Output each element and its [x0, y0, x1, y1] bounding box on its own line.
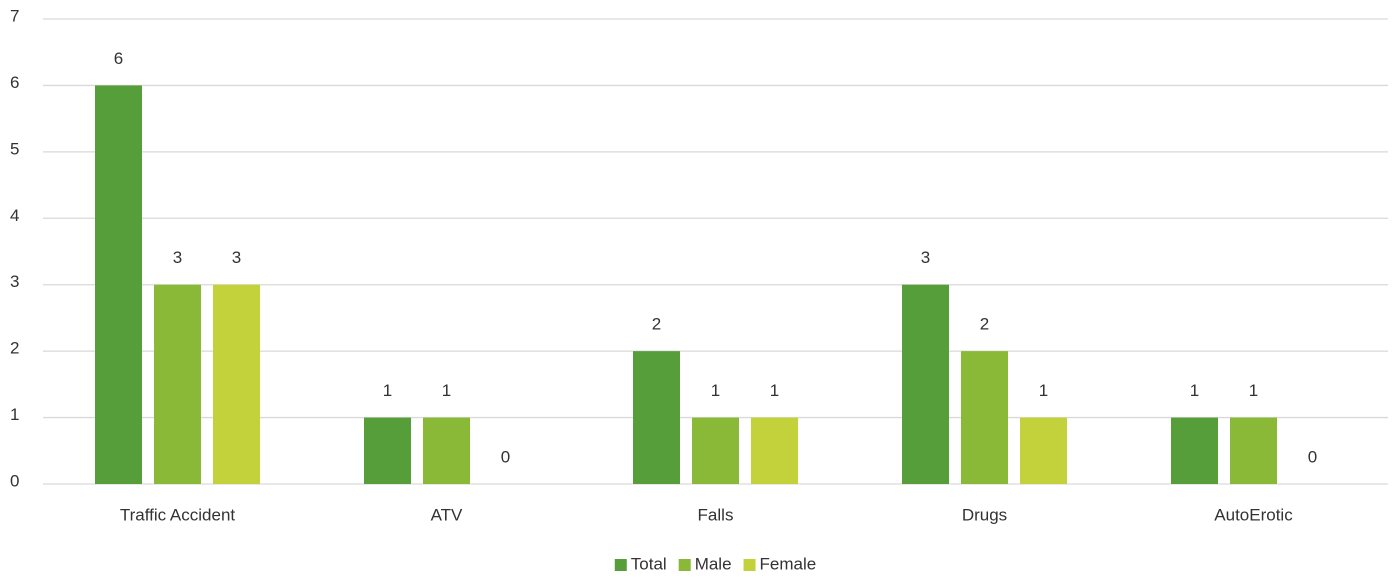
data-label: 1 — [1039, 381, 1048, 400]
y-tick-label: 0 — [10, 471, 19, 490]
bar — [1020, 417, 1067, 484]
data-label: 3 — [232, 248, 241, 267]
data-label: 3 — [921, 248, 930, 267]
bar — [95, 85, 142, 484]
bar — [902, 284, 949, 484]
bar — [423, 417, 470, 484]
data-label: 3 — [173, 248, 182, 267]
bar — [961, 351, 1008, 484]
data-label: 1 — [383, 381, 392, 400]
legend-swatch — [743, 559, 756, 571]
data-label: 1 — [711, 381, 720, 400]
bar — [1171, 417, 1218, 484]
y-tick-label: 1 — [10, 405, 19, 424]
x-tick-label: Traffic Accident — [120, 505, 236, 524]
x-tick-label: AutoErotic — [1214, 505, 1293, 524]
legend-swatch — [678, 559, 691, 571]
data-label: 2 — [652, 315, 661, 334]
bar — [1230, 417, 1277, 484]
data-label: 6 — [114, 49, 123, 68]
data-label: 0 — [1308, 447, 1317, 466]
x-tick-label: Falls — [698, 505, 734, 524]
bar — [633, 351, 680, 484]
x-tick-label: ATV — [431, 505, 463, 524]
y-tick-label: 5 — [10, 139, 19, 158]
bar — [364, 417, 411, 484]
bar — [154, 284, 201, 484]
data-label: 1 — [770, 381, 779, 400]
data-label: 1 — [1190, 381, 1199, 400]
legend-label: Female — [760, 554, 817, 573]
y-tick-label: 7 — [10, 6, 19, 25]
y-tick-label: 2 — [10, 339, 19, 358]
data-label: 1 — [1249, 381, 1258, 400]
data-label: 0 — [501, 447, 510, 466]
y-tick-label: 4 — [10, 206, 19, 225]
bar — [751, 417, 798, 484]
x-tick-label: Drugs — [962, 505, 1007, 524]
bar — [213, 284, 260, 484]
y-tick-label: 3 — [10, 272, 19, 291]
y-tick-label: 6 — [10, 73, 19, 92]
data-label: 2 — [980, 315, 989, 334]
legend-label: Total — [631, 554, 667, 573]
legend-label: Male — [695, 554, 732, 573]
bar — [692, 417, 739, 484]
legend-swatch — [614, 559, 627, 571]
data-label: 1 — [442, 381, 451, 400]
